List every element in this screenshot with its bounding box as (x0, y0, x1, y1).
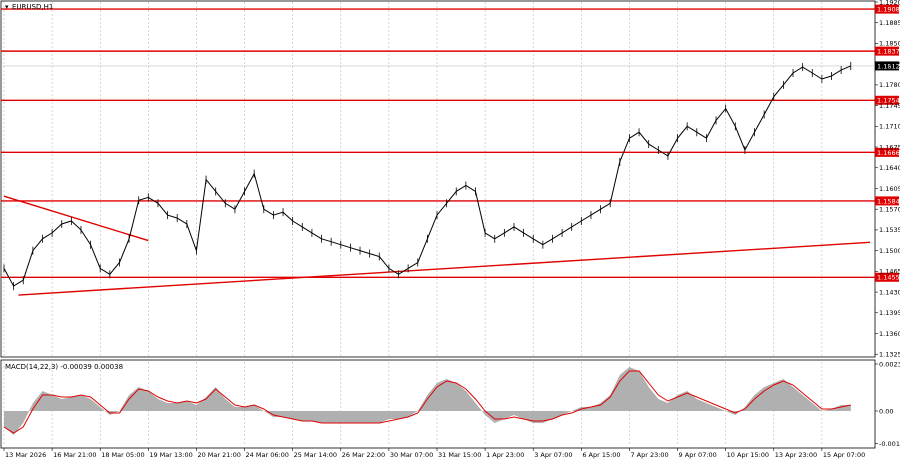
level-label: 1.1908 (877, 6, 900, 14)
macd-tick-label: 0.00 (879, 407, 893, 415)
dropdown-arrow-icon[interactable]: ▾ (5, 3, 9, 11)
time-label: 3 Apr 07:00 (534, 451, 572, 459)
price-tick-label: 1.1535 (879, 226, 900, 234)
current-price-box (875, 61, 899, 71)
price-tick-label: 1.1430 (879, 288, 900, 296)
macd-tick-label: 0.00235 (879, 360, 900, 368)
time-label: 26 Mar 22:00 (342, 451, 385, 459)
price-panel-frame (0, 0, 876, 358)
price-tick-label: 1.1920 (879, 0, 900, 6)
chart-labels: ▾ EURUSD,H1 MACD(14,22,3) -0.00039 0.000… (5, 3, 123, 371)
time-label: 30 Mar 07:00 (390, 451, 433, 459)
level-label-box (875, 95, 899, 105)
price-tick-label: 1.1710 (879, 123, 900, 131)
level-label-box (875, 4, 899, 14)
time-label: 13 Apr 23:00 (775, 451, 817, 459)
price-axis: 1.19201.18851.18501.18151.17801.17451.17… (875, 0, 900, 359)
price-tick-label: 1.1745 (879, 102, 900, 110)
current-price-label: 1.1812 (877, 62, 900, 70)
level-label: 1.1666 (877, 149, 900, 157)
level-label: 1.1837 (877, 48, 900, 56)
price-tick-label: 1.1395 (879, 309, 900, 317)
level-label: 1.1584 (877, 197, 900, 205)
time-label: 13 Mar 2026 (5, 451, 46, 459)
time-label: 1 Apr 23:00 (486, 451, 524, 459)
trendlines-layer (3, 195, 871, 296)
trend-line (18, 241, 871, 296)
time-label: 20 Mar 21:00 (197, 451, 240, 459)
price-tick-label: 1.1570 (879, 205, 900, 213)
level-label: 1.1754 (877, 97, 900, 105)
time-label: 24 Mar 06:00 (246, 451, 289, 459)
price-tick-label: 1.1640 (879, 164, 900, 172)
level-label: 1.1455 (877, 274, 900, 282)
time-label: 15 Apr 07:00 (823, 451, 865, 459)
price-tick-label: 1.1815 (879, 60, 900, 68)
price-tick-label: 1.1360 (879, 330, 900, 338)
time-axis: 13 Mar 2026 16 Mar 21:00 18 Mar 05:00 19 Ma… (3, 448, 865, 459)
price-tick-label: 1.1675 (879, 143, 900, 151)
time-label: 25 Mar 14:00 (294, 451, 337, 459)
time-label: 6 Apr 15:00 (582, 451, 620, 459)
trend-line (3, 195, 149, 242)
price-tick-label: 1.1850 (879, 40, 900, 48)
macd-layer (3, 367, 851, 435)
price-tick-label: 1.1465 (879, 268, 900, 276)
price-tick-label: 1.1780 (879, 81, 900, 89)
time-label: 9 Apr 07:00 (679, 451, 717, 459)
level-label-box (875, 147, 899, 157)
level-label-box (875, 196, 899, 206)
price-tick-label: 1.1885 (879, 19, 900, 27)
time-label: 18 Mar 05:00 (101, 451, 144, 459)
macd-title: MACD(14,22,3) -0.00039 0.00038 (5, 363, 123, 371)
time-label: 31 Mar 15:00 (438, 451, 481, 459)
time-label: 7 Apr 23:00 (630, 451, 668, 459)
time-label: 19 Mar 13:00 (149, 451, 192, 459)
price-tick-label: 1.1500 (879, 247, 900, 255)
level-label-box (875, 272, 899, 282)
levels-layer: 1.1908 1.1837 1.1754 1.1666 1.1584 1.1455 1.18… (1, 4, 900, 282)
level-label-box (875, 46, 899, 56)
macd-axis: 0.00235 0.00 -0.00163 (875, 360, 900, 448)
grid-layer (3, 2, 823, 446)
price-series-layer (3, 61, 852, 291)
time-label: 10 Apr 15:00 (727, 451, 769, 459)
macd-tick-label: -0.00163 (879, 440, 900, 448)
price-tick-label: 1.1325 (879, 351, 900, 359)
macd-histogram (4, 367, 851, 435)
time-label: 16 Mar 21:00 (53, 451, 96, 459)
macd-signal-line (3, 370, 851, 434)
price-tick-label: 1.1605 (879, 185, 900, 193)
chart-title: EURUSD,H1 (12, 3, 53, 11)
